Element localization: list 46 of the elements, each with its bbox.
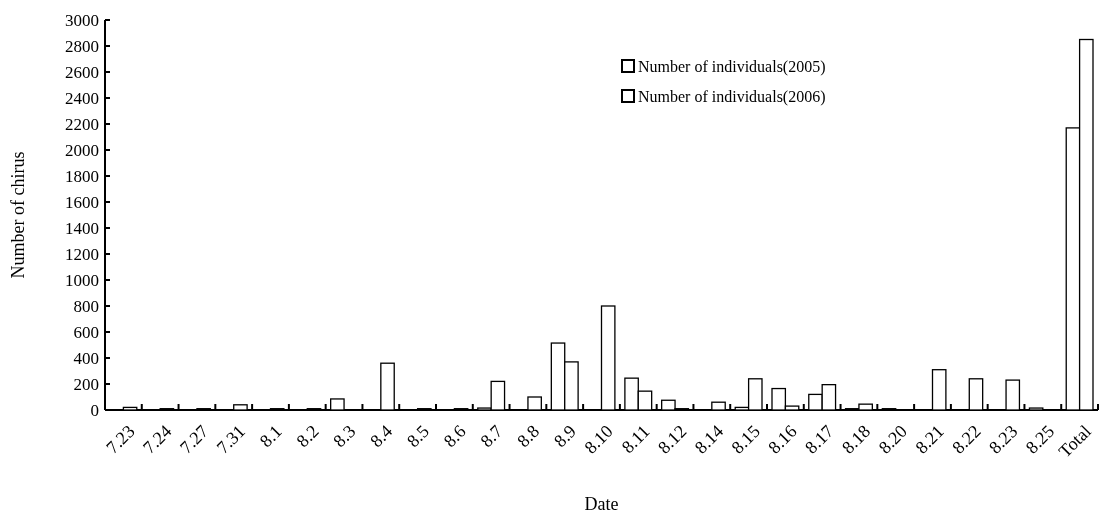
y-tick-label: 1800 bbox=[65, 166, 99, 186]
x-tick-label: 8.14 bbox=[690, 421, 728, 458]
y-tick-label: 1600 bbox=[65, 192, 99, 212]
x-tick-label: 7.31 bbox=[212, 421, 250, 458]
x-tick-label: 8.25 bbox=[1021, 421, 1059, 458]
y-tick-label: 1200 bbox=[65, 244, 99, 264]
y-tick-label: 200 bbox=[73, 374, 99, 394]
y-tick-label: 800 bbox=[73, 296, 99, 316]
x-tick-label: 8.11 bbox=[617, 421, 654, 458]
legend-label: Number of individuals(2005) bbox=[638, 57, 826, 76]
x-tick-label: 8.9 bbox=[549, 421, 581, 452]
x-tick-label: 8.21 bbox=[911, 421, 948, 458]
x-tick-label: 8.15 bbox=[727, 421, 764, 458]
y-tick-label: 400 bbox=[73, 348, 99, 368]
x-tick-label: 8.17 bbox=[801, 421, 838, 458]
x-tick-label: 8.16 bbox=[764, 421, 801, 458]
x-tick-label: 8.20 bbox=[874, 421, 912, 458]
x-tick-label: 8.22 bbox=[948, 421, 985, 458]
x-tick-label: 8.12 bbox=[653, 421, 691, 458]
x-tick-label: 8.5 bbox=[402, 421, 433, 452]
y-tick-label: 3000 bbox=[65, 10, 99, 30]
y-tick-label: 2800 bbox=[65, 36, 99, 56]
x-tick-label: 8.8 bbox=[513, 421, 544, 452]
x-tick-label: 8.1 bbox=[255, 421, 286, 452]
y-tick-label: 2000 bbox=[65, 140, 99, 160]
y-tick-label: 1400 bbox=[65, 218, 99, 238]
x-tick-label: 8.18 bbox=[837, 421, 875, 458]
x-tick-label: 7.23 bbox=[102, 421, 139, 458]
y-tick-label: 600 bbox=[73, 322, 99, 342]
y-tick-label: 0 bbox=[90, 400, 99, 420]
y-tick-label: 2400 bbox=[65, 88, 99, 108]
x-tick-label: 8.10 bbox=[580, 421, 617, 458]
x-tick-label: 8.7 bbox=[476, 421, 507, 452]
y-tick-label: 2200 bbox=[65, 114, 99, 134]
x-tick-label: 8.23 bbox=[984, 421, 1022, 458]
x-tick-label: 7.24 bbox=[139, 421, 176, 458]
y-tick-label: 1000 bbox=[65, 270, 99, 290]
x-axis-title: Date bbox=[584, 494, 619, 514]
y-axis-title: Number of chirus bbox=[8, 151, 28, 279]
x-tick-label: 7.27 bbox=[175, 421, 213, 458]
x-tick-label: 8.3 bbox=[329, 421, 360, 452]
x-tick-label: 8.4 bbox=[366, 421, 397, 452]
x-tick-label: 8.6 bbox=[439, 421, 470, 452]
x-tick-label: 8.2 bbox=[292, 421, 323, 452]
y-tick-label: 2600 bbox=[65, 62, 99, 82]
legend-label: Number of individuals(2006) bbox=[638, 87, 826, 106]
